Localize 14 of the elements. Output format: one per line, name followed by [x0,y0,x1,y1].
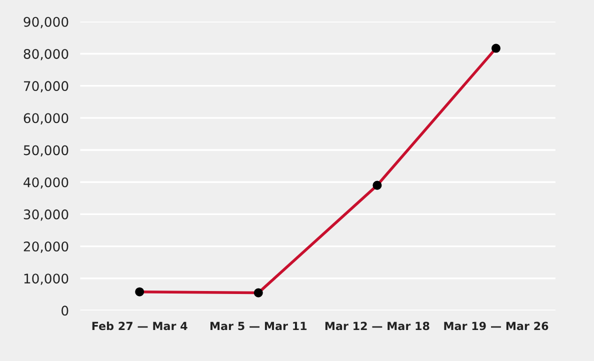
y-tick-label: 20,000 [24,242,68,253]
x-tick-label: Mar 12 — Mar 18 [325,322,430,330]
y-tick-label: 40,000 [24,177,68,189]
x-tick-label: Feb 27 — Mar 4 [92,322,188,330]
y-tick-label: 50,000 [24,145,68,157]
y-tick-label: 0 [62,306,68,316]
y-tick-label: 10,000 [24,274,68,285]
y-tick-label: 60,000 [24,113,68,124]
y-tick-label: 70,000 [24,81,68,92]
x-tick-label: Mar 5 — Mar 11 [210,322,307,330]
y-tick-label: 30,000 [24,209,68,221]
x-tick-label: Mar 19 — Mar 26 [444,322,548,330]
y-tick-label: 90,000 [24,16,68,28]
y-tick-label: 80,000 [24,48,68,60]
